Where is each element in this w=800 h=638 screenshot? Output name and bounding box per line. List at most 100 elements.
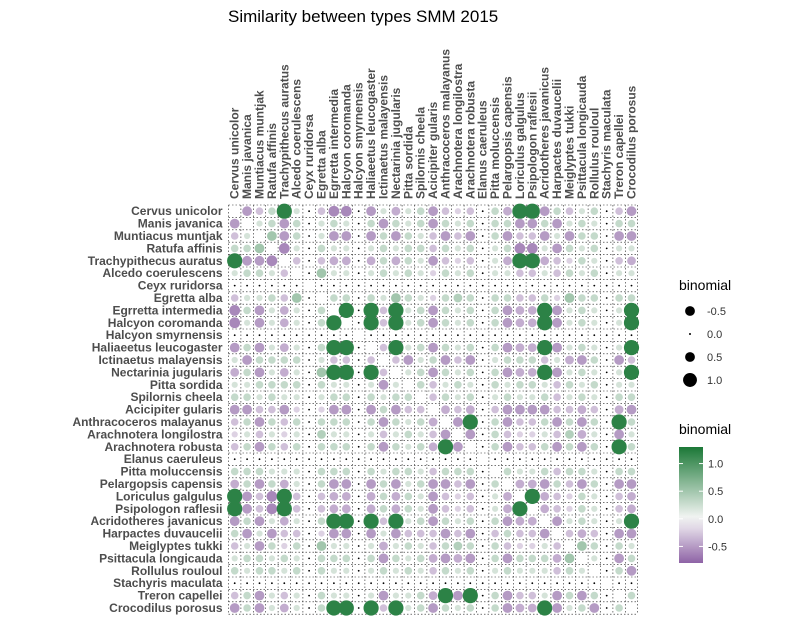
cell-point xyxy=(357,520,360,523)
cell-point xyxy=(590,542,599,550)
row-label: Alcedo coerulescens xyxy=(102,266,222,280)
cell-point xyxy=(428,305,439,316)
cell-point xyxy=(230,591,239,600)
row-label: Loriculus galgulus xyxy=(116,489,223,503)
cell-point xyxy=(502,441,513,452)
cell-point xyxy=(254,590,265,601)
cell-point xyxy=(615,542,623,550)
col-label: Halcyon smyrnensis xyxy=(352,82,366,199)
cell-point xyxy=(614,231,625,241)
cell-point xyxy=(628,245,635,252)
cell-point xyxy=(317,319,326,327)
cell-point xyxy=(444,284,447,287)
cell-point xyxy=(342,467,351,476)
cell-point xyxy=(605,495,608,498)
cell-point xyxy=(308,396,310,399)
cell-point xyxy=(553,294,561,302)
cell-point xyxy=(605,210,608,213)
cell-point xyxy=(502,342,513,353)
cell-point xyxy=(428,591,438,600)
cell-point xyxy=(590,381,599,389)
cell-point xyxy=(537,302,553,318)
cell-point xyxy=(605,507,608,510)
cell-point xyxy=(614,553,625,564)
cell-point xyxy=(540,504,550,514)
cell-point xyxy=(615,294,623,302)
cell-point xyxy=(540,418,549,426)
cell-point xyxy=(576,355,587,365)
cell-point xyxy=(491,554,499,563)
cell-point xyxy=(308,321,310,324)
cell-point xyxy=(506,334,509,337)
row-label: Stachyris maculata xyxy=(113,576,223,590)
cell-point xyxy=(268,567,276,575)
cell-point xyxy=(565,207,574,215)
cell-point xyxy=(627,554,636,563)
cell-point xyxy=(416,418,425,426)
cell-point xyxy=(256,394,263,401)
cell-point xyxy=(317,604,326,612)
cell-point xyxy=(243,244,251,253)
cell-point xyxy=(454,467,462,476)
cell-point xyxy=(242,528,253,539)
cell-point xyxy=(432,458,434,461)
cell-point xyxy=(429,393,437,402)
cell-point xyxy=(437,588,454,604)
cell-point xyxy=(308,520,310,523)
row-label: Psipologon raflesii xyxy=(115,502,222,516)
cell-point xyxy=(465,355,476,365)
cell-point xyxy=(330,567,338,574)
cell-point xyxy=(539,231,550,241)
cell-point xyxy=(428,342,439,353)
cell-point xyxy=(578,219,586,228)
cell-point xyxy=(379,368,388,377)
cell-point xyxy=(292,356,301,364)
col-label: Meiglyptes tukki xyxy=(563,106,577,199)
cell-point xyxy=(481,594,484,597)
cell-point xyxy=(543,582,546,585)
cell-point xyxy=(429,244,437,253)
color-legend-label: 1.0 xyxy=(708,459,723,471)
cell-point xyxy=(454,604,462,612)
cell-point xyxy=(243,319,251,326)
cell-point xyxy=(565,591,574,600)
cell-point xyxy=(615,518,623,525)
row-label: Arachnotera robusta xyxy=(104,440,222,454)
cell-point xyxy=(330,245,338,252)
cell-point xyxy=(491,567,499,574)
cell-point xyxy=(605,594,608,597)
cell-point xyxy=(429,529,437,538)
cell-point xyxy=(308,210,310,213)
cell-point xyxy=(593,458,596,461)
cell-point xyxy=(268,604,276,612)
cell-point xyxy=(565,480,574,488)
cell-point xyxy=(605,408,608,411)
cell-point xyxy=(428,317,439,328)
row-label: Elanus caeruleus xyxy=(124,452,223,466)
cell-point xyxy=(627,591,636,600)
cell-point xyxy=(556,284,558,287)
cell-point xyxy=(342,356,351,364)
cell-point xyxy=(491,294,499,302)
cell-point xyxy=(481,259,484,262)
cell-point xyxy=(611,414,627,430)
cell-point xyxy=(615,207,623,215)
cell-point xyxy=(254,342,265,353)
cell-point xyxy=(565,529,574,538)
cell-point xyxy=(243,567,251,574)
row-label: Egretta alba xyxy=(154,291,223,305)
cell-point xyxy=(308,458,310,461)
cell-point xyxy=(419,284,422,287)
cell-point xyxy=(491,343,499,352)
cell-point xyxy=(626,528,637,539)
cell-point xyxy=(366,492,376,501)
cell-point xyxy=(527,218,538,229)
cell-point xyxy=(330,219,338,228)
cell-point xyxy=(390,479,401,489)
cell-point xyxy=(591,468,598,475)
cell-point xyxy=(388,315,404,331)
cell-point xyxy=(391,206,401,216)
cell-point xyxy=(229,317,241,329)
cell-point xyxy=(379,505,388,513)
cell-point xyxy=(556,334,558,337)
